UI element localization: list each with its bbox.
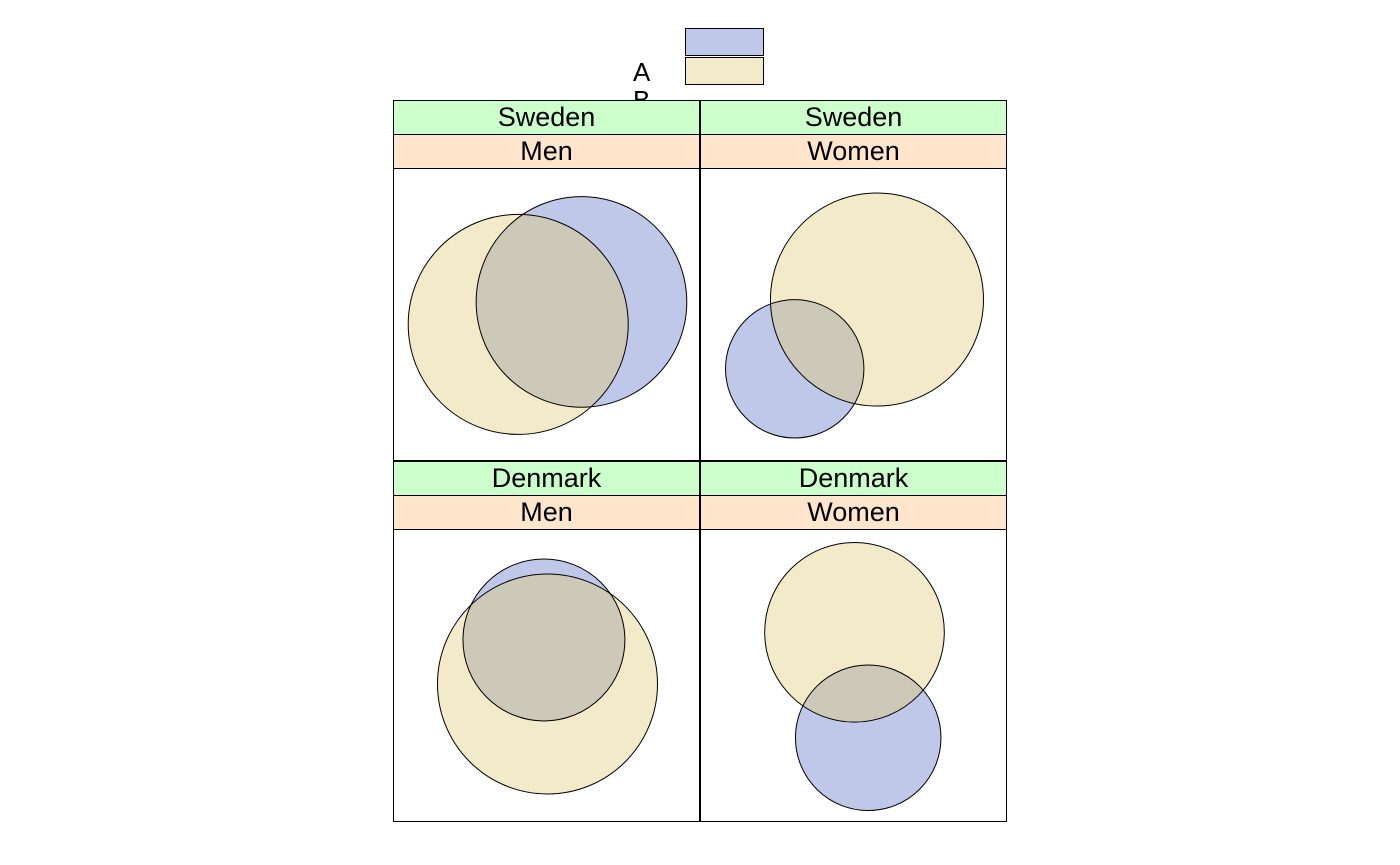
- legend-swatch-a: [685, 28, 764, 56]
- set-a-outline: [725, 299, 865, 439]
- strip-sex: Women: [700, 495, 1007, 530]
- euler-plot: [700, 168, 1007, 461]
- strip-country: Sweden: [393, 100, 700, 135]
- strip-country: Denmark: [393, 461, 700, 496]
- euler-plot: [700, 529, 1007, 822]
- panel-denmark-women: Denmark Women: [700, 461, 1007, 822]
- euler-svg: [407, 196, 688, 435]
- legend-swatch-b: [685, 57, 764, 85]
- panel-sweden-women: Sweden Women: [700, 100, 1007, 461]
- overlap-region: [770, 299, 864, 407]
- legend: A B: [620, 28, 770, 114]
- set-b-outline: [764, 541, 945, 723]
- set-a-outline: [794, 664, 942, 812]
- set-b-outline: [437, 573, 658, 795]
- set-b-outline: [407, 213, 629, 435]
- panel-denmark-men: Denmark Men: [393, 461, 700, 822]
- strip-sex: Women: [700, 134, 1007, 169]
- set-a-outline: [462, 558, 626, 722]
- euler-svg: [764, 541, 945, 812]
- strip-country: Sweden: [700, 100, 1007, 135]
- strip-sex: Men: [393, 134, 700, 169]
- euler-plot: [393, 529, 700, 822]
- set-b-outline: [769, 192, 984, 407]
- strip-sex: Men: [393, 495, 700, 530]
- set-a-outline: [475, 196, 688, 408]
- euler-svg: [725, 192, 984, 439]
- euler-plot: [393, 168, 700, 461]
- strip-country: Denmark: [700, 461, 1007, 496]
- euler-svg: [437, 558, 658, 795]
- facet-grid: Sweden Men Sweden Women Denmark Men Denm…: [393, 100, 1007, 822]
- overlap-region: [462, 573, 625, 721]
- legend-label-a: A: [633, 57, 651, 87]
- panel-sweden-men: Sweden Men: [393, 100, 700, 461]
- overlap-region: [476, 214, 629, 408]
